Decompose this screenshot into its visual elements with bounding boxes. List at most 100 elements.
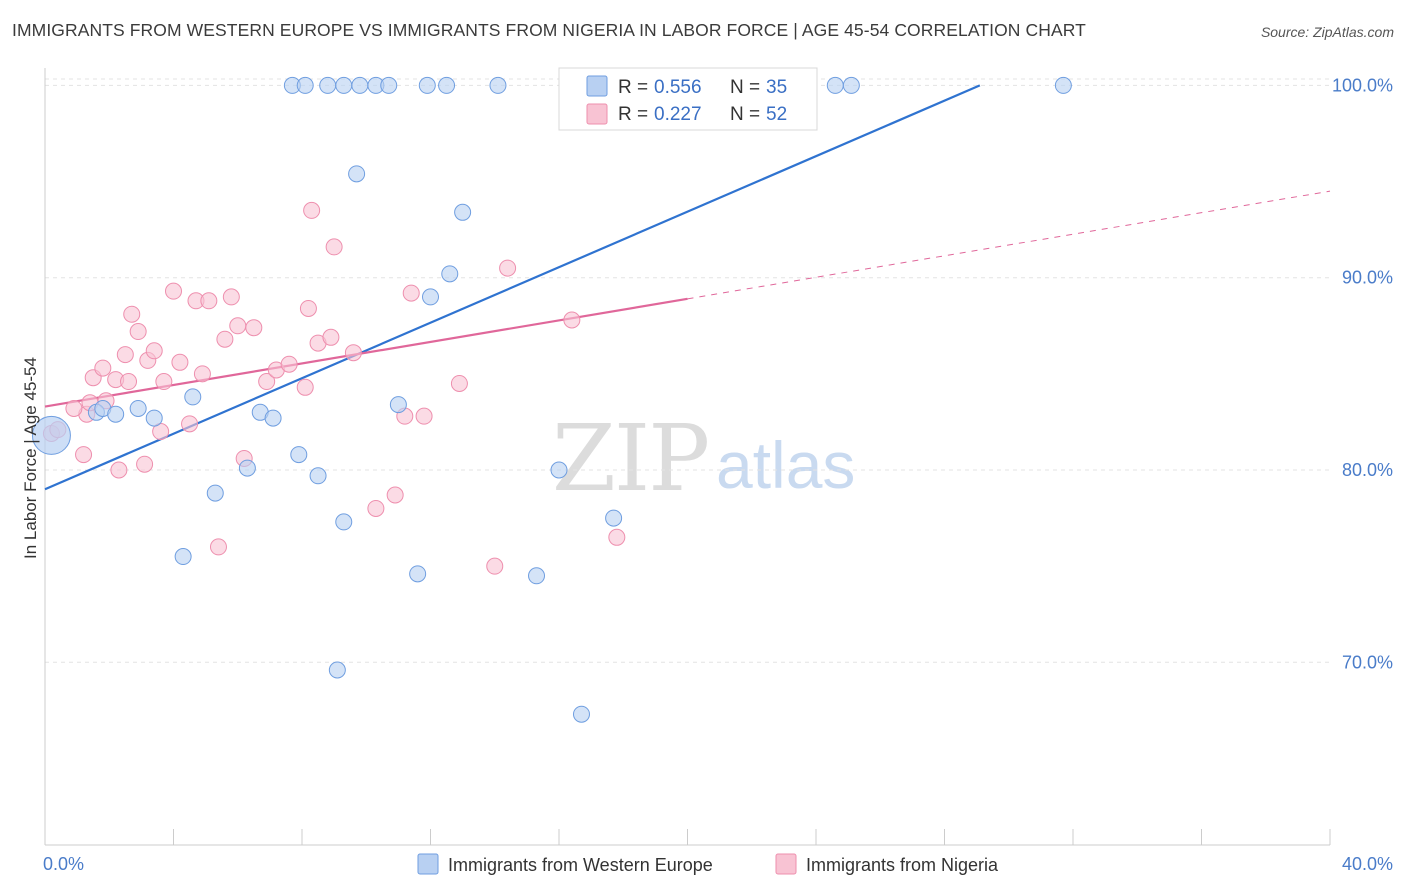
data-point xyxy=(348,165,366,183)
gridlines xyxy=(45,78,1330,663)
data-point xyxy=(486,557,504,575)
data-point xyxy=(65,399,83,417)
data-point xyxy=(328,661,346,679)
data-point xyxy=(335,76,353,94)
y-tick-labels: 70.0% 80.0% 90.0% 100.0% xyxy=(1332,75,1393,672)
source-credit: Source: ZipAtlas.com xyxy=(1260,24,1394,40)
data-point xyxy=(165,282,182,300)
data-point xyxy=(319,76,337,94)
data-point xyxy=(572,705,590,723)
data-point xyxy=(563,311,581,329)
data-point xyxy=(107,405,125,423)
data-point xyxy=(280,355,298,373)
data-point xyxy=(296,76,314,94)
data-point xyxy=(296,378,314,396)
data-point xyxy=(120,373,138,391)
legend-r-label: R = xyxy=(618,104,648,125)
trendline xyxy=(44,297,688,408)
series-legend-label-western-europe: Immigrants from Western Europe xyxy=(448,855,713,875)
data-point xyxy=(415,407,433,425)
data-point xyxy=(450,374,468,392)
data-point xyxy=(206,484,224,502)
data-point xyxy=(174,548,192,566)
series-legend-label-nigeria: Immigrants from Nigeria xyxy=(806,855,999,875)
series-legend-swatch-nigeria xyxy=(775,853,797,875)
x-tick-labels: 0.0% 40.0% xyxy=(43,854,1393,874)
data-point xyxy=(303,201,321,219)
data-point xyxy=(181,415,199,433)
legend-n-label: N = xyxy=(730,77,760,98)
data-point xyxy=(116,346,134,364)
data-point xyxy=(110,461,128,479)
legend-swatch-nigeria xyxy=(586,103,608,125)
data-point xyxy=(380,76,398,94)
data-point xyxy=(409,565,427,583)
legend-r-label: R = xyxy=(618,77,648,98)
data-point xyxy=(290,446,308,464)
legend-r-value-nigeria: 0.227 xyxy=(654,104,702,125)
data-point xyxy=(238,459,256,477)
data-point xyxy=(209,538,227,556)
data-point xyxy=(344,344,362,362)
data-point xyxy=(386,486,404,504)
data-point xyxy=(422,288,439,306)
data-point xyxy=(258,373,276,391)
legend-n-value-western-europe: 35 xyxy=(766,77,787,98)
watermark-zip: ZIP xyxy=(552,405,708,512)
data-point xyxy=(605,509,623,527)
data-point xyxy=(441,265,459,283)
data-point xyxy=(264,409,282,427)
y-axis-label: In Labor Force | Age 45-54 xyxy=(21,357,40,559)
axes xyxy=(44,68,1331,846)
data-point xyxy=(222,288,240,306)
data-point xyxy=(351,76,369,94)
x-tick-label: 0.0% xyxy=(43,854,84,874)
data-point xyxy=(184,388,202,406)
data-point xyxy=(129,323,147,341)
y-tick-label: 80.0% xyxy=(1342,460,1393,480)
stats-legend: R = 0.556 N = 35 R = 0.227 N = 52 xyxy=(558,67,818,131)
y-tick-label: 90.0% xyxy=(1342,268,1393,288)
data-point xyxy=(200,292,218,310)
data-point xyxy=(608,528,626,546)
data-point xyxy=(325,238,343,256)
chart-title: IMMIGRANTS FROM WESTERN EUROPE VS IMMIGR… xyxy=(12,20,1086,40)
data-point xyxy=(418,76,436,94)
data-point xyxy=(499,259,517,277)
series-legend-swatch-western-europe xyxy=(417,853,439,875)
data-point xyxy=(550,461,568,479)
data-point xyxy=(826,76,844,94)
trendline-extension xyxy=(687,190,1331,300)
data-point xyxy=(245,319,263,337)
data-point xyxy=(389,396,407,414)
legend-n-label: N = xyxy=(730,104,760,125)
data-point xyxy=(335,513,353,531)
data-point xyxy=(129,399,147,417)
data-points xyxy=(31,76,1072,723)
legend-swatch-western-europe xyxy=(586,75,608,97)
data-point xyxy=(489,76,507,94)
watermark-atlas: atlas xyxy=(716,428,855,502)
data-point xyxy=(216,330,234,348)
data-point xyxy=(454,203,472,221)
x-tick-label: 40.0% xyxy=(1342,854,1393,874)
data-point xyxy=(171,353,189,371)
data-point xyxy=(299,299,317,317)
legend-r-value-western-europe: 0.556 xyxy=(654,77,702,98)
data-point xyxy=(136,455,154,473)
data-point xyxy=(322,328,340,346)
trendline xyxy=(44,84,981,491)
data-point xyxy=(123,305,141,323)
series-legend: Immigrants from Western Europe Immigrant… xyxy=(417,853,999,875)
data-point xyxy=(402,284,420,302)
data-point xyxy=(438,76,456,94)
data-point xyxy=(31,415,71,455)
data-point xyxy=(145,342,163,360)
data-point xyxy=(842,76,860,94)
y-tick-label: 100.0% xyxy=(1332,75,1393,95)
data-point xyxy=(155,373,173,391)
legend-n-value-nigeria: 52 xyxy=(766,104,787,125)
zipatlas-watermark: ZIP atlas xyxy=(552,405,855,512)
data-point xyxy=(94,359,112,377)
